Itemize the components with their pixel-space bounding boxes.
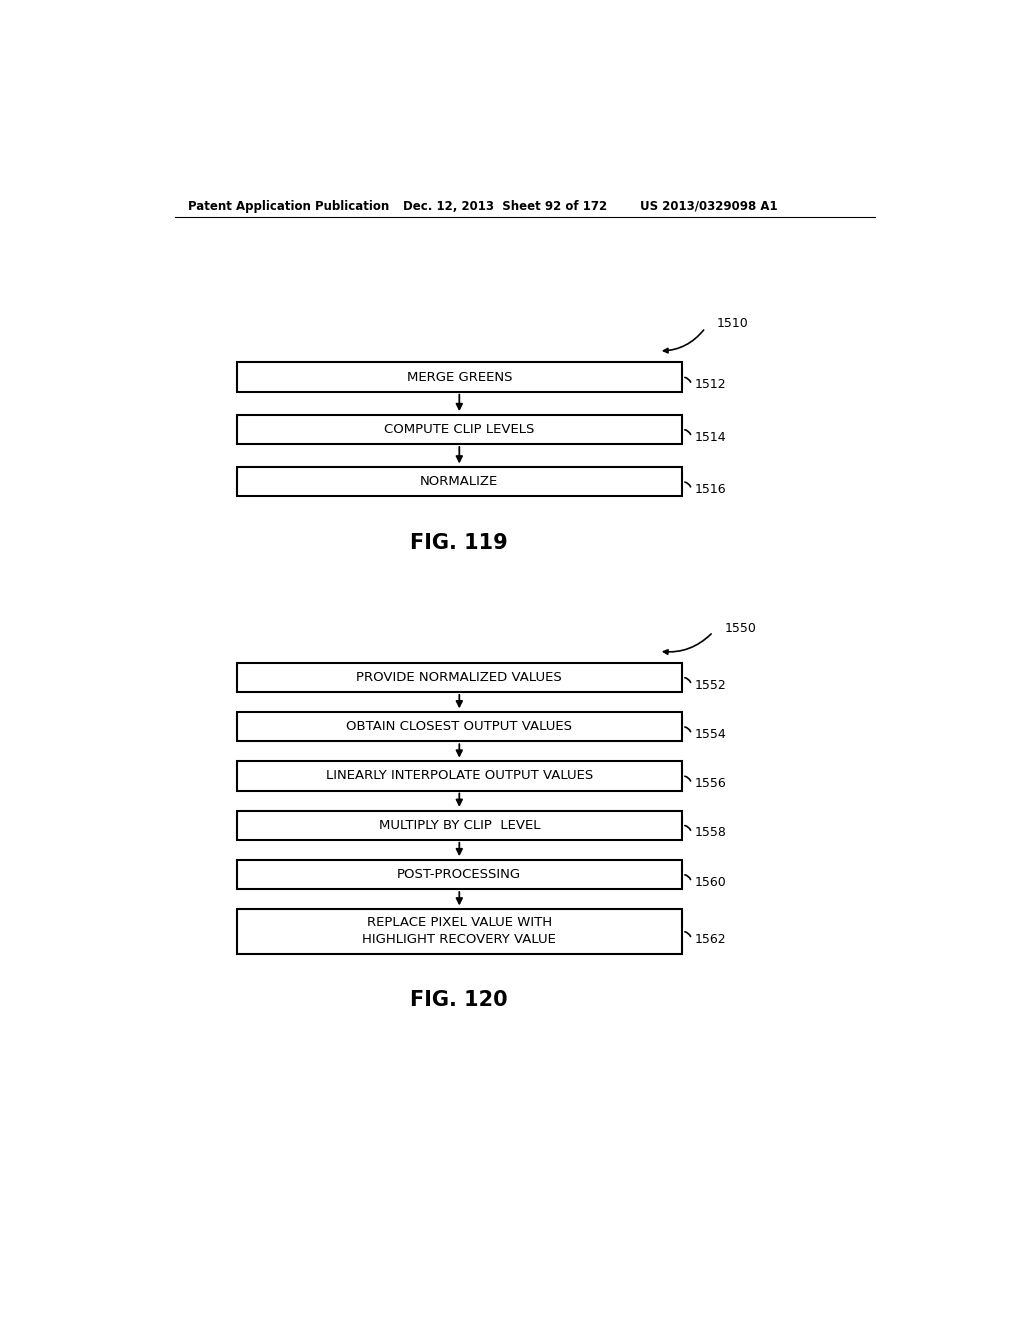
Bar [237, 859, 682, 890]
Bar [237, 663, 682, 692]
Bar [237, 414, 682, 444]
Text: FIG. 119: FIG. 119 [411, 533, 508, 553]
Text: OBTAIN CLOSEST OUTPUT VALUES: OBTAIN CLOSEST OUTPUT VALUES [346, 721, 572, 733]
Text: Dec. 12, 2013  Sheet 92 of 172: Dec. 12, 2013 Sheet 92 of 172 [403, 199, 607, 213]
Text: 1556: 1556 [694, 777, 726, 791]
Text: 1562: 1562 [694, 933, 726, 945]
Text: FIG. 120: FIG. 120 [411, 990, 508, 1010]
Bar [237, 467, 682, 496]
Text: LINEARLY INTERPOLATE OUTPUT VALUES: LINEARLY INTERPOLATE OUTPUT VALUES [326, 770, 593, 783]
Text: 1510: 1510 [717, 317, 749, 330]
Text: 1552: 1552 [694, 678, 726, 692]
Text: POST-PROCESSING: POST-PROCESSING [397, 869, 521, 880]
Bar [237, 363, 682, 392]
Text: US 2013/0329098 A1: US 2013/0329098 A1 [640, 199, 777, 213]
Text: NORMALIZE: NORMALIZE [420, 475, 499, 488]
Text: MULTIPLY BY CLIP  LEVEL: MULTIPLY BY CLIP LEVEL [379, 818, 540, 832]
Text: PROVIDE NORMALIZED VALUES: PROVIDE NORMALIZED VALUES [356, 671, 562, 684]
Text: 1554: 1554 [694, 727, 726, 741]
Text: 1512: 1512 [694, 379, 726, 391]
Text: 1550: 1550 [725, 622, 757, 635]
Text: 1514: 1514 [694, 430, 726, 444]
Text: 1516: 1516 [694, 483, 726, 496]
Bar [237, 810, 682, 840]
Text: 1560: 1560 [694, 875, 726, 888]
Text: Patent Application Publication: Patent Application Publication [188, 199, 390, 213]
Bar [237, 711, 682, 742]
Text: COMPUTE CLIP LEVELS: COMPUTE CLIP LEVELS [384, 422, 535, 436]
Bar [237, 762, 682, 791]
Text: 1558: 1558 [694, 826, 726, 840]
Text: MERGE GREENS: MERGE GREENS [407, 371, 512, 384]
Text: REPLACE PIXEL VALUE WITH
HIGHLIGHT RECOVERY VALUE: REPLACE PIXEL VALUE WITH HIGHLIGHT RECOV… [362, 916, 556, 946]
Bar [237, 909, 682, 954]
